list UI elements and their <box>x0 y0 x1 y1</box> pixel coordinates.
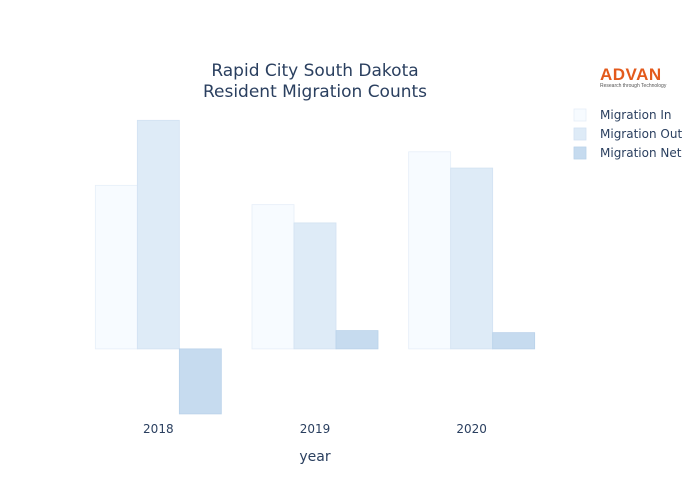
x-tick-label-2019: 2019 <box>300 422 331 436</box>
x-axis-ticks: 2018 2019 2020 <box>143 422 487 436</box>
bar-migration-net-2020[interactable] <box>492 332 536 350</box>
bar-migration-out-2019[interactable] <box>293 222 337 350</box>
legend-item-migration-out[interactable]: Migration Out <box>573 127 682 141</box>
bar-migration-net-2018[interactable] <box>178 348 222 415</box>
bar-migration-net-2019[interactable] <box>335 330 379 350</box>
legend-label: Migration In <box>600 108 672 122</box>
legend-label: Migration Net <box>600 146 682 160</box>
bar-migration-out-2020[interactable] <box>450 167 494 350</box>
legend[interactable]: Migration In Migration Out Migration Net <box>573 108 682 160</box>
legend-swatch <box>573 108 587 122</box>
logo-tagline: Research through Technology <box>600 83 667 89</box>
legend-swatch <box>573 146 587 160</box>
legend-swatch <box>573 127 587 141</box>
plot-area <box>94 119 536 415</box>
chart-title-line-1: Rapid City South Dakota <box>211 61 418 81</box>
bar-migration-out-2018[interactable] <box>136 119 180 350</box>
x-tick-label-2018: 2018 <box>143 422 174 436</box>
x-tick-label-2020: 2020 <box>456 422 487 436</box>
advan-logo: ADVAN Research through Technology <box>600 66 672 90</box>
legend-item-migration-net[interactable]: Migration Net <box>573 146 682 160</box>
bar-migration-in-2019[interactable] <box>251 204 295 350</box>
legend-label: Migration Out <box>600 127 682 141</box>
bar-migration-in-2018[interactable] <box>94 184 138 350</box>
chart-title: Rapid City South Dakota Resident Migrati… <box>203 61 427 102</box>
chart-title-line-2: Resident Migration Counts <box>203 82 427 102</box>
logo-wordmark: ADVAN <box>600 65 662 84</box>
x-axis-title: year <box>299 449 330 465</box>
legend-item-migration-in[interactable]: Migration In <box>573 108 672 122</box>
bar-migration-in-2020[interactable] <box>408 151 452 350</box>
